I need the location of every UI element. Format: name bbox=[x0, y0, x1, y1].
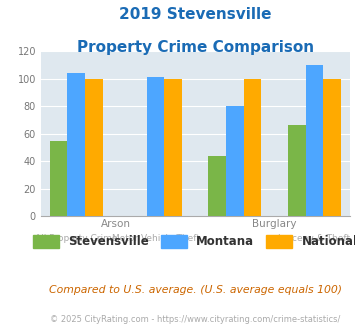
Text: © 2025 CityRating.com - https://www.cityrating.com/crime-statistics/: © 2025 CityRating.com - https://www.city… bbox=[50, 315, 340, 324]
Text: All Property Crime: All Property Crime bbox=[35, 234, 118, 243]
Bar bbox=[288, 125, 306, 216]
Bar bbox=[244, 79, 261, 216]
Bar bbox=[306, 65, 323, 216]
Bar bbox=[323, 79, 341, 216]
Text: Larceny & Theft: Larceny & Theft bbox=[278, 234, 350, 243]
Text: Compared to U.S. average. (U.S. average equals 100): Compared to U.S. average. (U.S. average … bbox=[49, 285, 342, 295]
Text: Property Crime Comparison: Property Crime Comparison bbox=[77, 40, 314, 54]
Text: Burglary: Burglary bbox=[252, 219, 297, 229]
Bar bbox=[147, 77, 164, 216]
Bar bbox=[85, 79, 103, 216]
Text: Motor Vehicle Theft: Motor Vehicle Theft bbox=[111, 234, 200, 243]
Bar bbox=[226, 106, 244, 216]
Bar bbox=[67, 73, 85, 216]
Text: 2019 Stevensville: 2019 Stevensville bbox=[119, 7, 272, 21]
Text: Arson: Arson bbox=[101, 219, 131, 229]
Legend: Stevensville, Montana, National: Stevensville, Montana, National bbox=[28, 230, 355, 253]
Bar bbox=[50, 141, 67, 216]
Bar bbox=[208, 156, 226, 216]
Bar bbox=[164, 79, 182, 216]
